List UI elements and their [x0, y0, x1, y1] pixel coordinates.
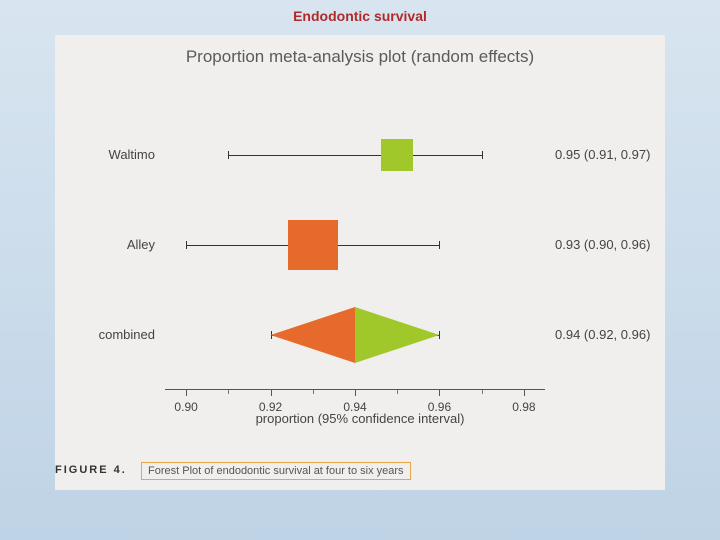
x-axis-title: proportion (95% confidence interval) [55, 411, 665, 426]
x-tick [439, 390, 440, 396]
study-label: Waltimo [109, 147, 155, 162]
study-label: combined [99, 327, 155, 342]
chart-title: Proportion meta-analysis plot (random ef… [55, 47, 665, 67]
combined-diamond [165, 95, 545, 390]
slide-header: Endodontic survival [0, 8, 720, 24]
value-label: 0.93 (0.90, 0.96) [555, 237, 650, 252]
figure-label: FIGURE 4. [55, 464, 127, 476]
x-tick-minor [228, 390, 229, 394]
x-tick-minor [313, 390, 314, 394]
figure-caption: Forest Plot of endodontic survival at fo… [141, 462, 411, 480]
plot-area: 0.900.920.940.960.98 [165, 95, 545, 390]
value-label: 0.95 (0.91, 0.97) [555, 147, 650, 162]
x-tick [524, 390, 525, 396]
x-tick [186, 390, 187, 396]
x-tick [355, 390, 356, 396]
value-label: 0.94 (0.92, 0.96) [555, 327, 650, 342]
x-tick [271, 390, 272, 396]
x-tick-minor [482, 390, 483, 394]
chart-panel: Proportion meta-analysis plot (random ef… [55, 35, 665, 490]
x-tick-minor [397, 390, 398, 394]
study-label: Alley [127, 237, 155, 252]
